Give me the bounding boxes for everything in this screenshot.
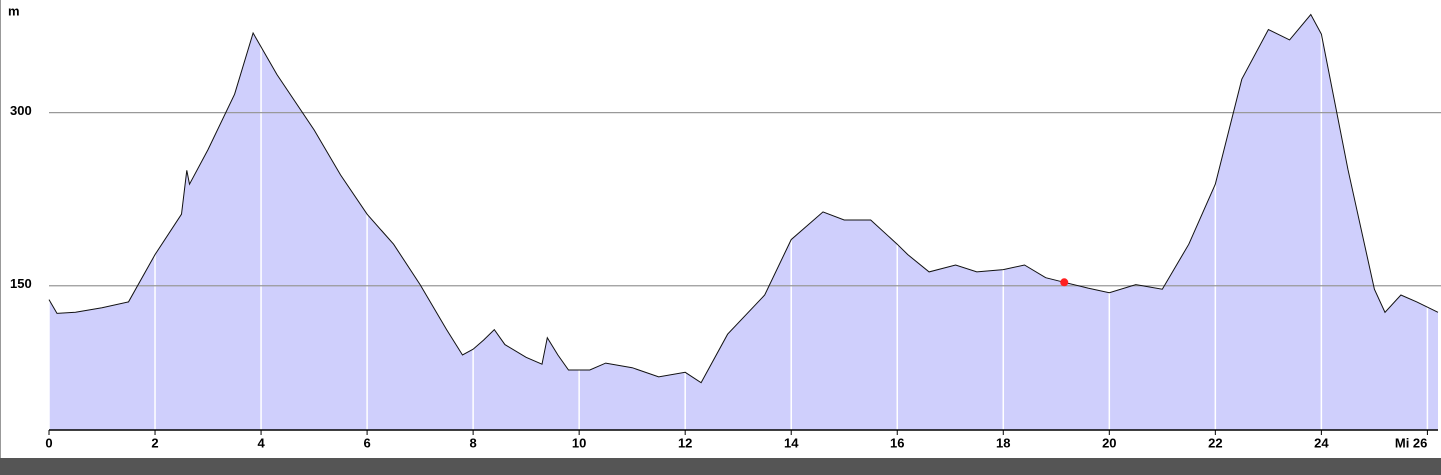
x-tick-label: 8 <box>470 435 477 450</box>
x-tick-label: 10 <box>572 435 586 450</box>
position-marker <box>1060 278 1069 287</box>
x-tick-label: Mi 26 <box>1395 435 1428 450</box>
x-tick-label: 6 <box>363 435 370 450</box>
x-tick-label: 0 <box>45 435 52 450</box>
x-tick-label: 18 <box>996 435 1010 450</box>
x-tick-label: 4 <box>257 435 265 450</box>
x-tick-label: 24 <box>1314 435 1329 450</box>
x-tick-label: 16 <box>890 435 904 450</box>
y-axis-label: m <box>8 3 20 18</box>
elevation-line <box>48 13 1439 384</box>
y-tick-label: 300 <box>10 103 32 118</box>
y-tick-label: 150 <box>10 276 32 291</box>
x-tick-label: 20 <box>1102 435 1116 450</box>
area-fill <box>49 14 1438 430</box>
x-tick-label: 14 <box>784 435 799 450</box>
x-tick-label: 12 <box>678 435 692 450</box>
x-tick-label: 22 <box>1208 435 1222 450</box>
status-bar <box>0 458 1441 475</box>
x-tick-label: 2 <box>151 435 158 450</box>
